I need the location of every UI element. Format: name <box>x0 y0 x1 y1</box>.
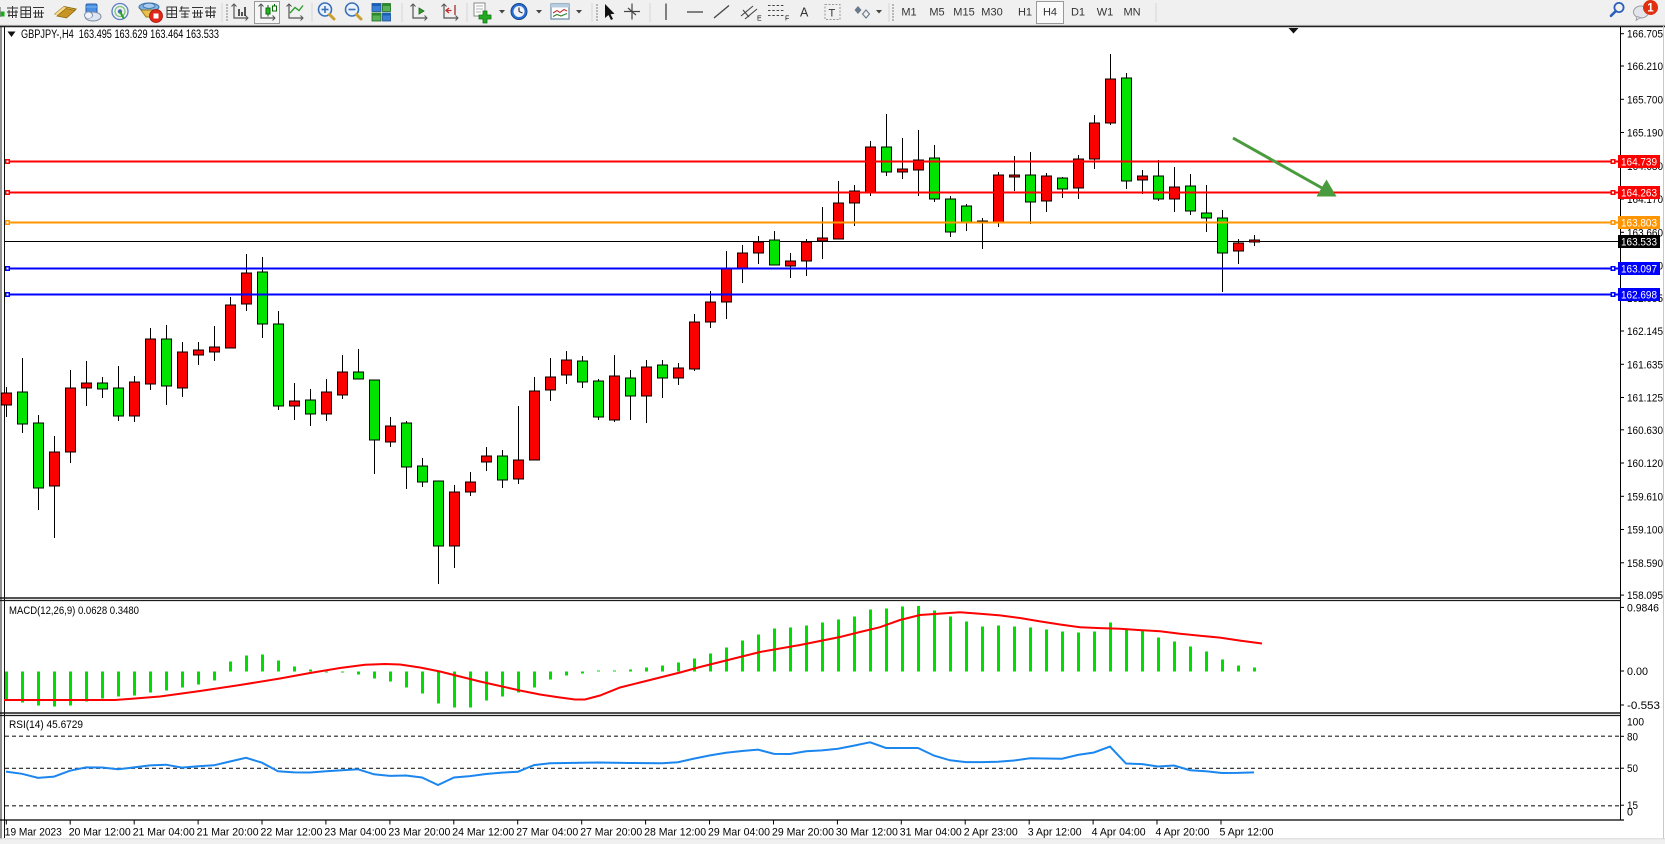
svg-text:100: 100 <box>1627 716 1644 728</box>
svg-text:2 Apr 23:00: 2 Apr 23:00 <box>964 827 1018 839</box>
svg-text:29 Mar 04:00: 29 Mar 04:00 <box>708 827 770 839</box>
svg-text:30 Mar 12:00: 30 Mar 12:00 <box>836 827 898 839</box>
svg-text:158.590: 158.590 <box>1627 558 1663 570</box>
svg-text:W1: W1 <box>1097 7 1114 19</box>
svg-text:50: 50 <box>1627 763 1638 775</box>
svg-text:M5: M5 <box>929 7 944 19</box>
svg-text:-0.553: -0.553 <box>1627 700 1660 712</box>
svg-text:M15: M15 <box>953 7 974 19</box>
svg-text:E: E <box>757 16 762 23</box>
svg-text:21 Mar 20:00: 21 Mar 20:00 <box>197 827 259 839</box>
svg-text:15: 15 <box>1627 800 1638 812</box>
svg-text:19 Mar 2023: 19 Mar 2023 <box>5 827 62 839</box>
svg-text:159.100: 159.100 <box>1627 525 1663 537</box>
svg-text:MN: MN <box>1123 7 1140 19</box>
svg-text:166.705: 166.705 <box>1627 29 1663 41</box>
svg-text:H1: H1 <box>1018 7 1032 19</box>
svg-text:159.610: 159.610 <box>1627 491 1663 503</box>
svg-text:4 Apr 20:00: 4 Apr 20:00 <box>1156 827 1210 839</box>
svg-text:T: T <box>829 8 836 20</box>
svg-text:1: 1 <box>1647 3 1654 15</box>
svg-text:163.803: 163.803 <box>1621 218 1657 230</box>
svg-text:80: 80 <box>1627 731 1638 743</box>
svg-text:158.095: 158.095 <box>1627 590 1663 602</box>
svg-text:0.9846: 0.9846 <box>1627 602 1659 614</box>
svg-text:D1: D1 <box>1071 7 1085 19</box>
svg-text:F: F <box>785 16 789 23</box>
svg-text:160.630: 160.630 <box>1627 425 1663 437</box>
svg-text:165.700: 165.700 <box>1627 94 1663 106</box>
svg-text:29 Mar 20:00: 29 Mar 20:00 <box>772 827 834 839</box>
svg-text:3 Apr 12:00: 3 Apr 12:00 <box>1028 827 1082 839</box>
svg-text:166.210: 166.210 <box>1627 61 1663 73</box>
svg-text:5 Apr 12:00: 5 Apr 12:00 <box>1220 827 1274 839</box>
svg-text:4 Apr 04:00: 4 Apr 04:00 <box>1092 827 1146 839</box>
svg-text:162.145: 162.145 <box>1627 326 1663 338</box>
svg-text:GBPJPY-,H4 163.495 163.629 16: GBPJPY-,H4 163.495 163.629 163.464 163.5… <box>21 29 219 41</box>
svg-text:161.125: 161.125 <box>1627 393 1663 405</box>
svg-text:A: A <box>800 6 809 20</box>
svg-text:160.120: 160.120 <box>1627 458 1663 470</box>
svg-text:M1: M1 <box>901 7 916 19</box>
svg-text:MACD(12,26,9) 0.0628 0.3480: MACD(12,26,9) 0.0628 0.3480 <box>9 605 139 617</box>
svg-text:31 Mar 04:00: 31 Mar 04:00 <box>900 827 962 839</box>
svg-text:22 Mar 12:00: 22 Mar 12:00 <box>261 827 323 839</box>
svg-text:164.263: 164.263 <box>1621 188 1657 200</box>
svg-text:163.533: 163.533 <box>1621 237 1657 249</box>
svg-text:20 Mar 12:00: 20 Mar 12:00 <box>69 827 131 839</box>
svg-text:28 Mar 12:00: 28 Mar 12:00 <box>644 827 706 839</box>
svg-text:164.739: 164.739 <box>1621 157 1657 169</box>
svg-text:H4: H4 <box>1043 7 1057 19</box>
svg-text:21 Mar 04:00: 21 Mar 04:00 <box>133 827 195 839</box>
svg-text:0: 0 <box>1627 807 1633 819</box>
svg-text:165.190: 165.190 <box>1627 128 1663 140</box>
svg-text:27 Mar 04:00: 27 Mar 04:00 <box>516 827 578 839</box>
svg-text:27 Mar 20:00: 27 Mar 20:00 <box>580 827 642 839</box>
svg-text:161.635: 161.635 <box>1627 359 1663 371</box>
svg-text:163.097: 163.097 <box>1621 264 1657 276</box>
svg-text:0.00: 0.00 <box>1627 666 1648 678</box>
svg-text:23 Mar 04:00: 23 Mar 04:00 <box>324 827 386 839</box>
svg-text:24 Mar 12:00: 24 Mar 12:00 <box>452 827 514 839</box>
svg-text:M30: M30 <box>981 7 1002 19</box>
svg-text:RSI(14) 45.6729: RSI(14) 45.6729 <box>9 719 83 731</box>
svg-text:162.698: 162.698 <box>1621 290 1657 302</box>
svg-text:23 Mar 20:00: 23 Mar 20:00 <box>388 827 450 839</box>
